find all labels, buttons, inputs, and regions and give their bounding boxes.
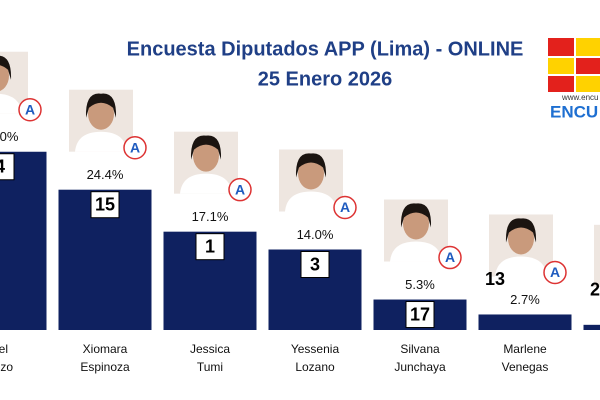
category-label: dezo: [0, 360, 13, 374]
party-badge: [438, 245, 462, 270]
party-badge: [543, 260, 567, 285]
photo-face: [403, 207, 429, 240]
value-label: 31.0%: [0, 129, 19, 144]
category-label: Tumi: [197, 360, 223, 374]
value-label: 14.0%: [297, 227, 334, 242]
category-label: Venegas: [502, 360, 549, 374]
party-badge-letter: A: [25, 101, 35, 117]
category-label: Junchaya: [394, 360, 446, 374]
photo-hair: [190, 135, 222, 160]
photo-face: [88, 97, 114, 130]
photo-shirt: [495, 256, 547, 277]
logo-block: [576, 58, 600, 74]
candidate-photo: [594, 224, 600, 287]
bar: [478, 314, 572, 330]
category-label: Espinoza: [80, 360, 130, 374]
party-badge-letter: A: [130, 139, 140, 155]
logo-block: [548, 38, 574, 56]
chart-subtitle: 25 Enero 2026: [258, 68, 393, 90]
candidate-number: 1: [205, 236, 215, 256]
number-box: [300, 251, 330, 278]
number-box: [90, 191, 120, 219]
logo-block: [576, 38, 600, 56]
bar: [0, 151, 47, 330]
photo-hair: [85, 93, 117, 118]
logo-url: www.encu: [561, 93, 598, 102]
photo-face: [298, 157, 324, 190]
photo-hair: [505, 218, 537, 243]
candidate-number: 15: [95, 194, 115, 214]
photo-shirt: [75, 131, 127, 152]
photo-hair: [400, 203, 432, 228]
photo-shirt: [0, 93, 22, 114]
candidate-number: 13: [485, 269, 505, 289]
category-label: Lozano: [295, 360, 335, 374]
party-badge-letter: A: [445, 249, 455, 265]
chart-title: Encuesta Diputados APP (Lima) - ONLINE: [127, 38, 524, 60]
value-label: 2.7%: [510, 292, 540, 307]
photo-shirt: [285, 191, 337, 212]
value-label: 24.4%: [87, 167, 124, 182]
logo: www.encu ENCU: [548, 38, 600, 121]
logo-block: [576, 76, 600, 92]
number-box: [0, 153, 15, 181]
category-label: Jessica: [190, 342, 230, 356]
party-badge-letter: A: [550, 264, 560, 280]
party-badge: [123, 135, 147, 160]
category-label: nel: [0, 342, 8, 356]
logo-block: [548, 76, 574, 92]
category-label: Yessenia: [291, 342, 340, 356]
number-box: [195, 233, 225, 261]
party-badge: [18, 98, 42, 122]
number-box: [405, 301, 435, 329]
candidate-number: 22: [590, 280, 600, 300]
photo-hair: [295, 153, 327, 178]
party-badge-letter: A: [235, 181, 245, 197]
category-label: Xiomara: [83, 342, 128, 356]
logo-name: ENCU: [550, 102, 598, 121]
photo-shirt: [390, 241, 442, 262]
photo-shirt: [180, 173, 232, 194]
value-label: 17.1%: [192, 209, 229, 224]
photo-face: [508, 222, 534, 255]
party-badge-letter: A: [340, 199, 350, 215]
candidate-number: 3: [310, 254, 320, 274]
party-badge: [228, 177, 252, 202]
value-label: 5.3%: [405, 277, 435, 292]
party-badge: [333, 195, 357, 220]
candidate-number: 17: [410, 304, 430, 324]
photo-face: [193, 139, 219, 172]
category-label: Marlene: [503, 342, 547, 356]
category-label: Silvana: [400, 342, 440, 356]
photo-hair: [0, 55, 12, 80]
candidate-number: 4: [0, 157, 5, 177]
logo-block: [548, 58, 574, 74]
bar: [583, 324, 600, 330]
